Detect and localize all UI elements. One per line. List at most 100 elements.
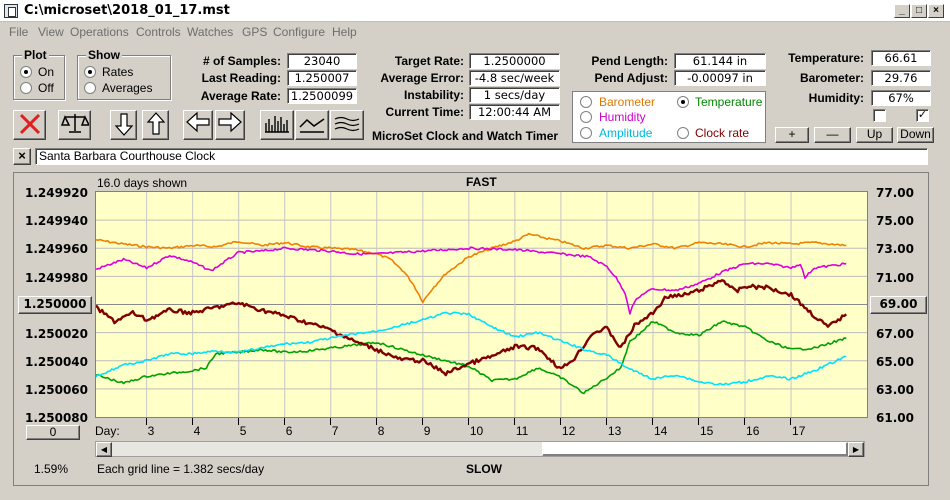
scroll-right-icon[interactable]: ▶ [848,442,864,457]
x-tick-mark [467,418,469,425]
checkbox-2[interactable]: ✓ [916,109,929,122]
x-tick-mark [559,418,561,425]
left-tick: 1.249920 [24,186,88,200]
right-tick: 63.00 [876,383,914,397]
x-tick-mark [145,418,147,425]
minimize-icon[interactable]: _ [894,4,910,18]
left-tick: 1.250020 [24,327,88,341]
axis-minus-button[interactable]: — [814,127,851,143]
axis-down-button[interactable]: Down [897,127,934,143]
menu-view[interactable]: View [38,25,64,39]
arrow-down-button[interactable] [110,110,137,140]
show-rates-label: Rates [102,65,134,79]
clear-name-button[interactable]: × [13,148,31,165]
show-averages-radio[interactable] [84,82,96,94]
menu-watches[interactable]: Watches [187,25,234,39]
average-error-field: -4.8 sec/week [469,70,560,86]
series-humidity-radio[interactable] [580,111,592,123]
series-barometer [95,232,847,304]
menu-bar: File View Operations Controls Watches GP… [0,22,950,42]
left-tick: 1.249940 [24,214,88,228]
pend-adjust-label: Pend Adjust: [594,71,668,85]
plot-off-label: Off [38,81,54,95]
series-clockrate-radio[interactable] [677,127,689,139]
x-tick-mark [329,418,331,425]
x-tick-label: 13 [607,424,622,438]
x-tick-label: 9 [423,424,431,438]
scroll-thumb[interactable] [542,442,848,456]
multi-line-button[interactable] [330,110,364,140]
x-tick-label: 15 [699,424,714,438]
target-rate-field: 1.2500000 [469,53,560,69]
series-amplitude-radio[interactable] [580,127,592,139]
show-averages-label: Averages [102,81,153,95]
axis-up-button[interactable]: Up [856,127,893,143]
samples-field: 23040 [287,53,357,69]
menu-configure[interactable]: Configure [273,25,326,39]
checkbox-1[interactable] [873,109,886,122]
x-tick-label: 6 [285,424,293,438]
temperature-label: Temperature: [788,51,864,65]
arrow-up-button[interactable] [142,110,169,140]
arrow-down-icon [114,113,133,136]
stop-icon [19,113,40,135]
histogram-icon [265,116,289,133]
x-tick-mark [513,418,515,425]
right-tick: 71.00 [876,271,914,285]
x-tick-mark [744,418,746,425]
scroll-left-icon[interactable]: ◀ [96,442,112,457]
line-graph-icon [299,118,325,133]
menu-help[interactable]: Help [332,25,357,39]
title-bar: C:\microset\2018_01_17.mst _ □ × [0,0,950,22]
clock-name-input[interactable]: Santa Barbara Courthouse Clock [35,148,928,165]
plot-on-radio[interactable] [20,66,32,78]
maximize-icon[interactable]: □ [911,4,927,18]
stop-button[interactable] [13,110,46,140]
menu-controls[interactable]: Controls [136,25,181,39]
arrow-right-button[interactable] [215,110,245,140]
left-zero-button[interactable]: 0 [26,425,80,440]
right-tick: 67.00 [876,327,914,341]
plot-off-radio[interactable] [20,82,32,94]
x-tick-mark [191,418,193,425]
pend-adjust-field: -0.00097 in [674,70,766,86]
show-rates-radio[interactable] [84,66,96,78]
show-group-title: Show [86,48,122,62]
x-tick-mark [697,418,699,425]
x-tick-label: 10 [469,424,484,438]
menu-file[interactable]: File [9,25,29,39]
right-axis: 77.00 75.00 73.00 71.00 67.00 65.00 63.0… [872,182,927,432]
series-clock-rate [95,279,848,377]
left-tick: 1.250060 [24,383,88,397]
temperature-field: 66.61 [871,50,931,66]
series-amplitude [95,311,847,386]
axis-plus-button[interactable]: + [775,127,809,143]
humidity-field: 67% [871,90,931,106]
left-center-button[interactable]: 1.250000 [18,296,92,314]
left-axis: 1.249920 1.249940 1.249960 1.249980 1.25… [15,182,90,432]
line-graph-button[interactable] [295,110,329,140]
close-icon[interactable]: × [928,4,944,18]
x-tick-label: 12 [561,424,576,438]
samples-label: # of Samples: [202,54,281,68]
menu-operations[interactable]: Operations [70,25,129,39]
x-tick-label: 8 [377,424,385,438]
series-barometer-radio[interactable] [580,96,592,108]
pend-length-field: 61.144 in [674,53,766,69]
series-temperature-radio[interactable] [677,96,689,108]
right-tick: 61.00 [876,411,914,425]
chart-footer-slow: SLOW [466,462,502,476]
left-tick: 1.250040 [24,355,88,369]
show-group: Show Rates Averages [77,48,171,100]
arrow-left-button[interactable] [183,110,213,140]
series-clockrate-label: Clock rate [695,126,750,140]
series-humidity-label: Humidity [599,110,646,124]
menu-gps[interactable]: GPS [242,25,268,39]
x-tick-mark [421,418,423,425]
histogram-button[interactable] [260,110,294,140]
average-error-label: Average Error: [380,71,464,85]
balance-button[interactable] [58,110,91,140]
horizontal-scrollbar[interactable]: ◀ ▶ [95,441,865,457]
x-tick-mark [283,418,285,425]
right-center-button[interactable]: 69.00 [870,296,927,314]
